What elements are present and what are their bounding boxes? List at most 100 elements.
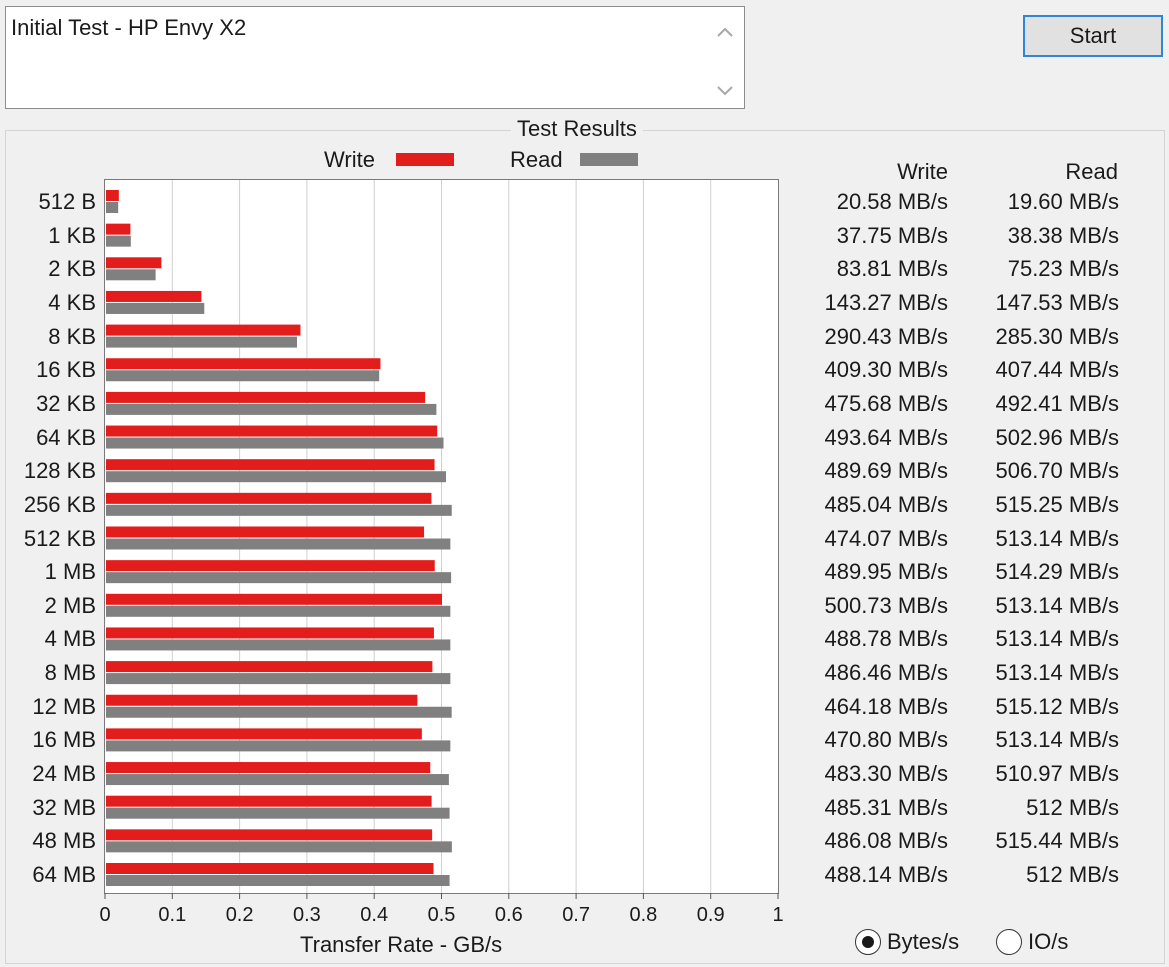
- write-rate-value: 475.68 MB/s: [824, 390, 948, 416]
- write-rate-value: 474.07 MB/s: [824, 525, 948, 551]
- category-label: 1 MB: [44, 559, 96, 585]
- read-column-header: Read: [1065, 159, 1118, 184]
- write-bar: [106, 728, 422, 740]
- scroll-up-icon[interactable]: [714, 21, 736, 43]
- read-bar: [106, 639, 451, 651]
- read-rate-value: 502.96 MB/s: [995, 424, 1119, 450]
- category-label: 12 MB: [32, 693, 96, 719]
- category-label: 48 MB: [32, 828, 96, 854]
- read-rate-value: 510.97 MB/s: [995, 761, 1119, 787]
- category-label: 24 MB: [32, 761, 96, 787]
- write-rate-value: 493.64 MB/s: [824, 424, 948, 450]
- write-rate-value: 500.73 MB/s: [824, 592, 948, 618]
- test-description-field[interactable]: Initial Test - HP Envy X2: [5, 6, 745, 109]
- category-label: 32 MB: [32, 794, 96, 820]
- read-bar: [106, 774, 449, 786]
- write-bar: [106, 829, 433, 841]
- x-tick-label: 0.5: [427, 904, 456, 926]
- read-bar: [106, 673, 451, 685]
- x-tick-label: 0.8: [629, 904, 658, 926]
- write-bar: [106, 257, 162, 269]
- category-label: 8 KB: [48, 323, 96, 349]
- write-bar: [106, 459, 435, 471]
- read-bar: [106, 269, 156, 281]
- category-label: 16 MB: [32, 727, 96, 753]
- write-bar: [106, 627, 434, 639]
- write-rate-value: 489.95 MB/s: [824, 559, 948, 585]
- write-rate-value: 470.80 MB/s: [824, 727, 948, 753]
- legend-read-swatch: [580, 153, 638, 166]
- x-tick-label: 0: [99, 904, 111, 926]
- read-rate-value: 513.14 MB/s: [995, 626, 1119, 652]
- bytes-per-sec-radio[interactable]: Bytes/s: [855, 928, 959, 956]
- read-rate-value: 513.14 MB/s: [995, 525, 1119, 551]
- radio-unselected-icon[interactable]: [996, 929, 1022, 955]
- read-rate-value: 515.12 MB/s: [995, 693, 1119, 719]
- bytes-per-sec-label: Bytes/s: [887, 929, 960, 954]
- read-bar: [106, 572, 452, 584]
- read-rate-value: 75.23 MB/s: [1007, 256, 1119, 282]
- x-tick-label: 1: [772, 904, 784, 926]
- write-bar: [106, 694, 418, 706]
- write-rate-value: 464.18 MB/s: [824, 693, 948, 719]
- start-button[interactable]: Start: [1023, 15, 1163, 57]
- read-rate-value: 147.53 MB/s: [995, 289, 1119, 315]
- category-label: 128 KB: [23, 458, 96, 484]
- read-rate-value: 515.25 MB/s: [995, 491, 1119, 517]
- write-rate-value: 486.46 MB/s: [824, 660, 948, 686]
- write-rate-value: 409.30 MB/s: [824, 357, 948, 383]
- write-bar: [106, 795, 432, 807]
- read-bar: [106, 471, 447, 483]
- category-label: 1 KB: [48, 222, 96, 248]
- category-label: 8 MB: [44, 660, 96, 686]
- radio-selected-icon[interactable]: [855, 929, 881, 955]
- x-tick-label: 0.9: [696, 904, 725, 926]
- write-column-header: Write: [897, 159, 948, 184]
- write-rate-value: 37.75 MB/s: [836, 222, 948, 248]
- read-bar: [106, 370, 380, 382]
- legend-write-label: Write: [324, 147, 375, 172]
- write-bar: [106, 223, 131, 235]
- write-bar: [106, 762, 431, 774]
- description-scrollbar[interactable]: [706, 7, 744, 108]
- x-tick-label: 0.2: [225, 904, 254, 926]
- write-bar: [106, 593, 442, 605]
- write-bar: [106, 324, 301, 336]
- read-rate-value: 513.14 MB/s: [995, 727, 1119, 753]
- read-rate-value: 515.44 MB/s: [995, 828, 1119, 854]
- legend-read-label: Read: [510, 147, 563, 172]
- write-rate-value: 485.31 MB/s: [824, 794, 948, 820]
- category-label: 64 KB: [36, 424, 96, 450]
- read-bar: [106, 202, 119, 213]
- test-description-text: Initial Test - HP Envy X2: [11, 15, 247, 40]
- read-rate-value: 285.30 MB/s: [995, 323, 1119, 349]
- read-bar: [106, 706, 452, 718]
- write-rate-value: 483.30 MB/s: [824, 761, 948, 787]
- category-label: 2 MB: [44, 592, 96, 618]
- write-bar: [106, 661, 433, 673]
- write-bar: [106, 492, 432, 504]
- write-bar: [106, 358, 381, 370]
- category-label: 64 MB: [32, 862, 96, 887]
- write-rate-value: 485.04 MB/s: [824, 491, 948, 517]
- read-bar: [106, 403, 437, 415]
- test-results-title: Test Results: [511, 116, 643, 142]
- write-rate-value: 143.27 MB/s: [824, 289, 948, 315]
- write-rate-value: 488.78 MB/s: [824, 626, 948, 652]
- x-tick-label: 0.7: [562, 904, 590, 926]
- write-rate-value: 20.58 MB/s: [836, 189, 948, 214]
- read-rate-value: 492.41 MB/s: [995, 390, 1119, 416]
- write-rate-value: 489.69 MB/s: [824, 458, 948, 484]
- category-label: 256 KB: [23, 491, 96, 517]
- read-bar: [106, 336, 298, 348]
- read-rate-value: 38.38 MB/s: [1007, 222, 1119, 248]
- category-label: 512 KB: [23, 525, 96, 551]
- write-rate-value: 486.08 MB/s: [824, 828, 948, 854]
- read-bar: [106, 807, 450, 819]
- scroll-down-icon[interactable]: [714, 80, 736, 102]
- write-bar: [106, 526, 425, 538]
- write-bar: [106, 560, 435, 572]
- io-per-sec-radio[interactable]: IO/s: [996, 928, 1068, 956]
- read-bar: [106, 605, 451, 617]
